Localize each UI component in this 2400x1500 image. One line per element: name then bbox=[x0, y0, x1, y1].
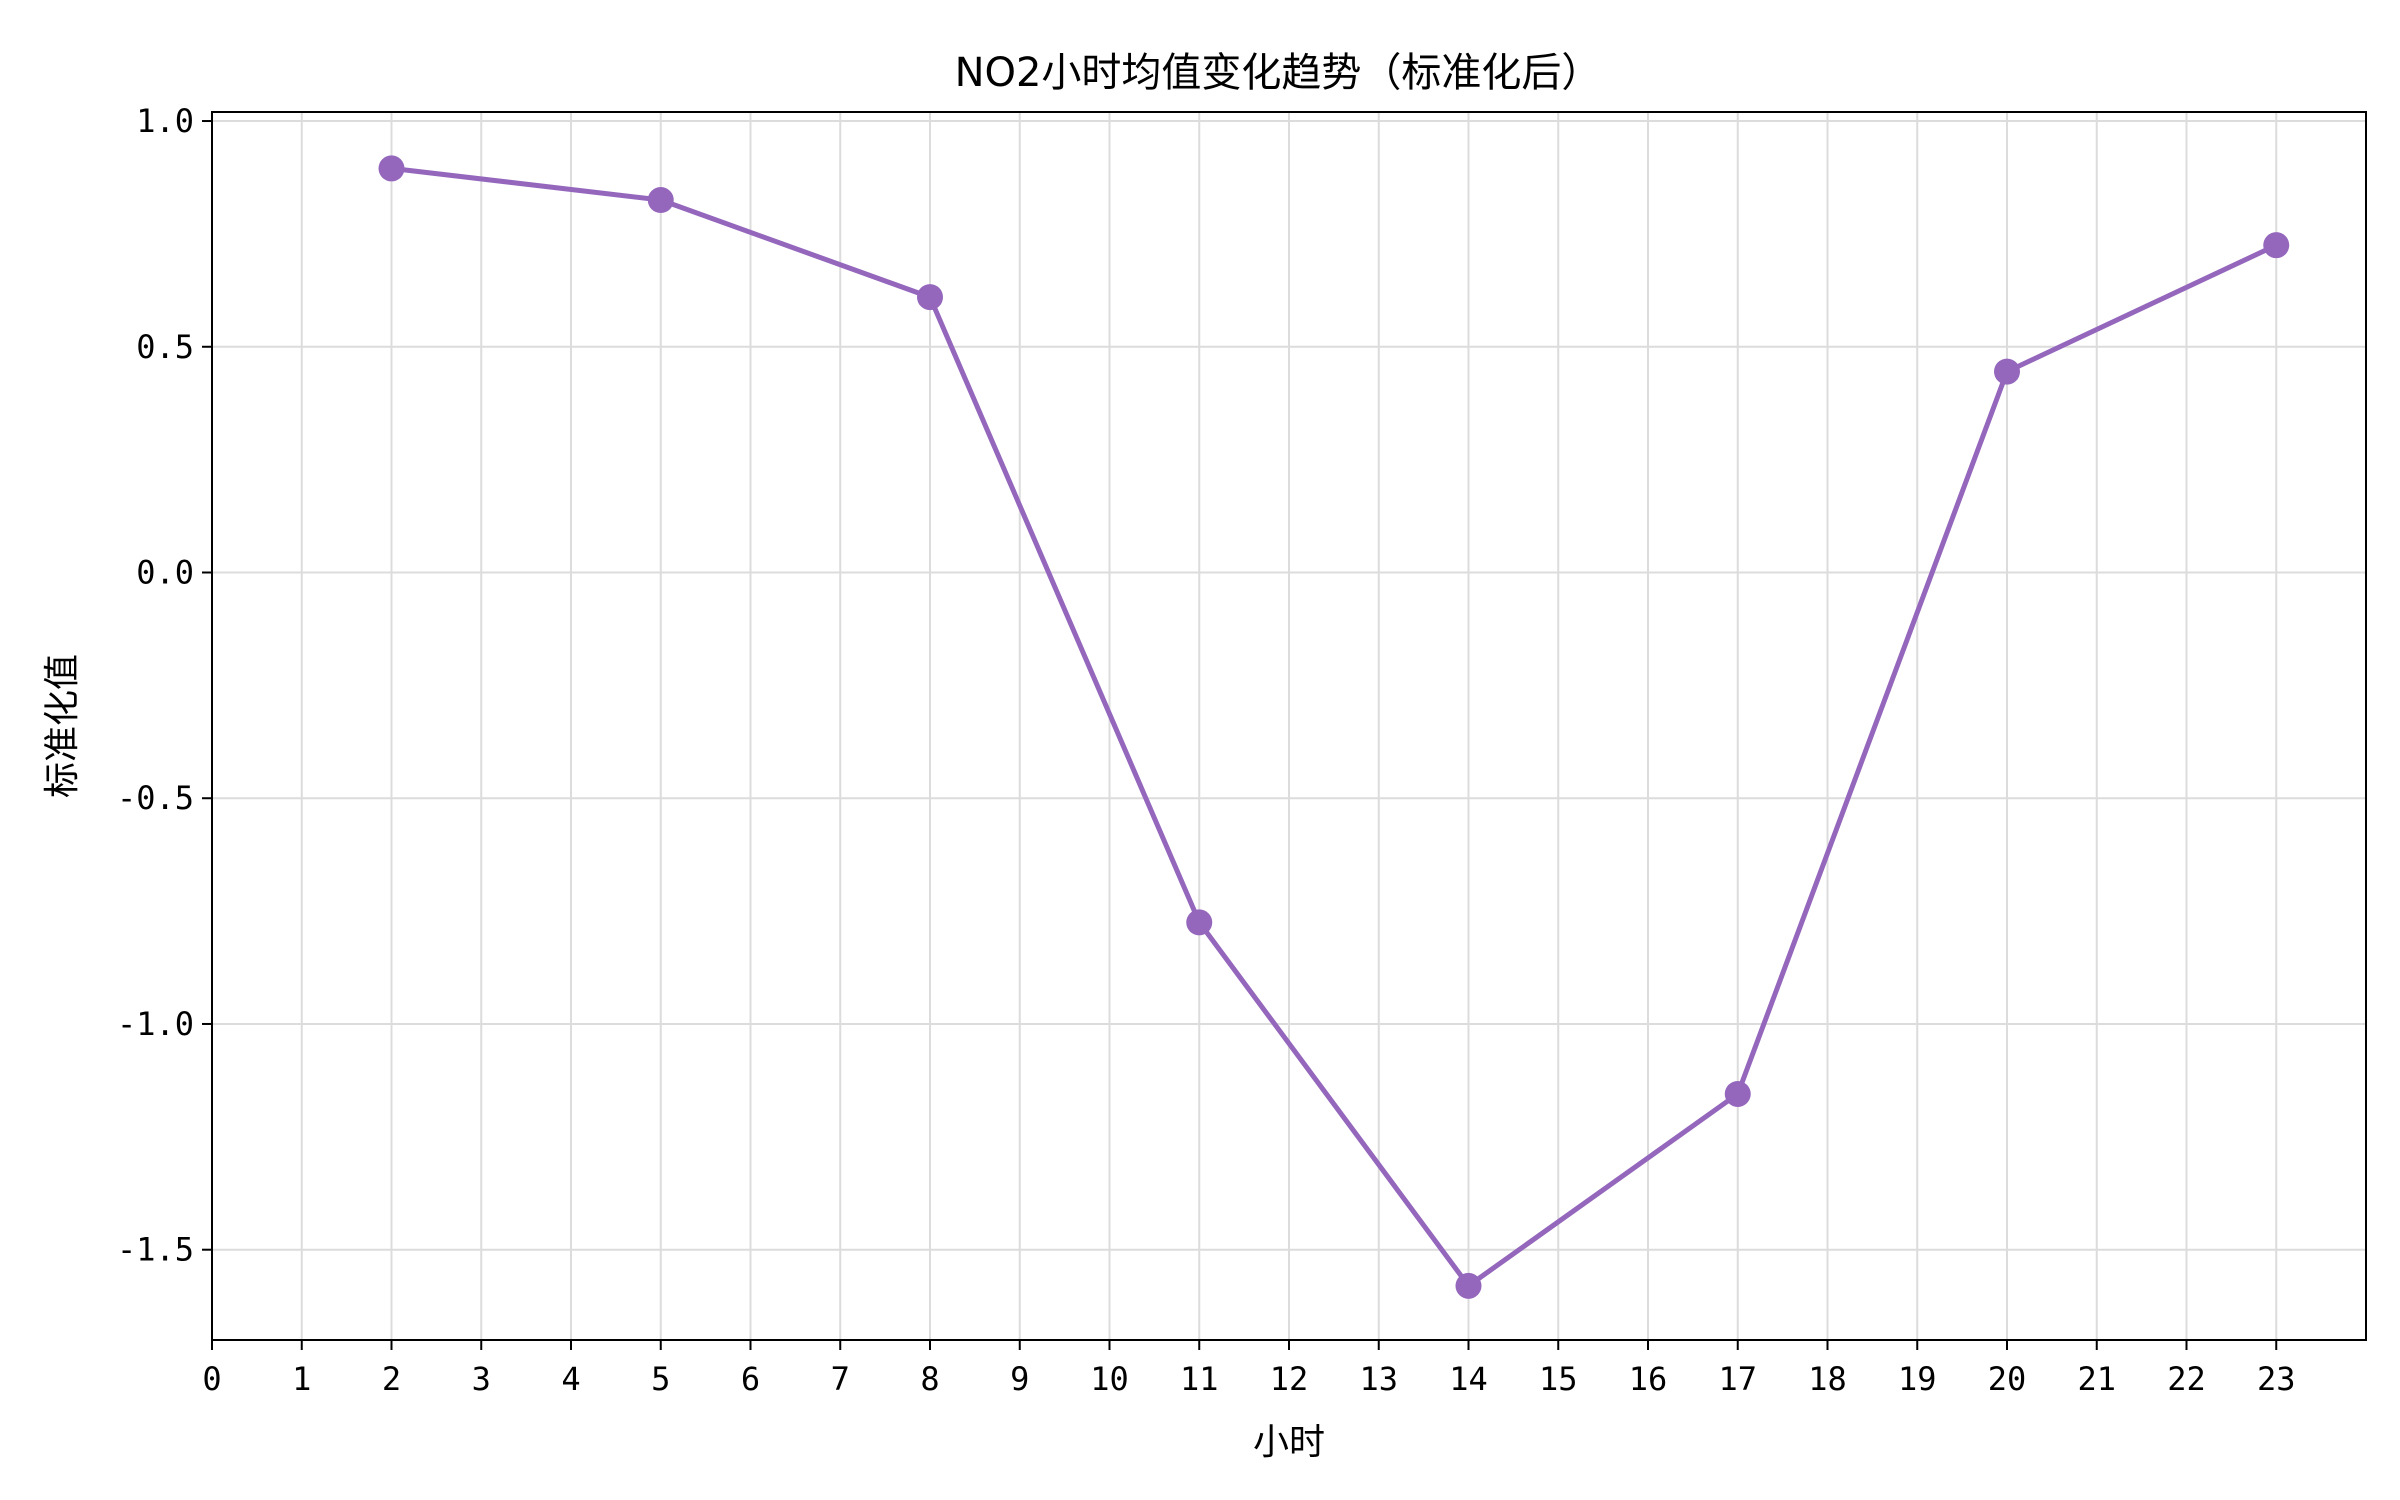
data-point bbox=[1724, 1080, 1751, 1107]
x-tick-label: 21 bbox=[2077, 1360, 2116, 1398]
series-line bbox=[389, 165, 2279, 1289]
y-tick-label: -1.5 bbox=[117, 1231, 194, 1269]
data-point bbox=[917, 284, 943, 311]
data-point bbox=[647, 187, 674, 214]
x-tick-label: 18 bbox=[1808, 1360, 1847, 1398]
x-tick-label: 13 bbox=[1359, 1360, 1398, 1398]
data-point bbox=[2263, 232, 2290, 259]
x-tick-label: 1 bbox=[292, 1360, 311, 1398]
x-tick-label: 11 bbox=[1180, 1360, 1219, 1398]
x-tick-label: 0 bbox=[202, 1360, 221, 1398]
x-axis: 0 1 2 3 4 5 6 7 8 9 10 11 12 13 14 15 16 17 18 19 20 21 22 23 bbox=[202, 1340, 2296, 1398]
data-point bbox=[1455, 1272, 1482, 1299]
x-tick-label: 23 bbox=[2257, 1360, 2296, 1398]
x-tick-label: 5 bbox=[651, 1360, 670, 1398]
x-tick-label: 9 bbox=[1010, 1360, 1029, 1398]
y-tick-label: 0.0 bbox=[136, 554, 194, 592]
y-tick-label: 0.5 bbox=[136, 328, 194, 366]
data-point bbox=[1994, 358, 2020, 385]
x-tick-label: 7 bbox=[831, 1360, 850, 1398]
x-tick-label: 4 bbox=[561, 1360, 580, 1398]
x-axis-label: 小时 bbox=[1253, 1422, 1325, 1463]
x-tick-label: 19 bbox=[1898, 1360, 1937, 1398]
x-tick-label: 14 bbox=[1449, 1360, 1488, 1398]
y-tick-label: -1.0 bbox=[117, 1005, 194, 1043]
x-tick-label: 17 bbox=[1718, 1360, 1757, 1398]
grid-lines bbox=[211, 112, 2366, 1340]
y-axis: 1.0 0.5 0.0 -0.5 -1.0 -1.5 bbox=[117, 102, 212, 1269]
x-tick-label: 3 bbox=[472, 1360, 491, 1398]
x-tick-label: 2 bbox=[382, 1360, 401, 1398]
x-tick-label: 8 bbox=[920, 1360, 939, 1398]
y-tick-label: -0.5 bbox=[117, 779, 194, 817]
x-tick-label: 10 bbox=[1090, 1360, 1129, 1398]
y-tick-label: 1.0 bbox=[136, 102, 194, 140]
x-tick-label: 20 bbox=[1988, 1360, 2027, 1398]
x-tick-label: 12 bbox=[1270, 1360, 1309, 1398]
y-axis-label: 标准化值 bbox=[42, 654, 83, 798]
data-point bbox=[378, 155, 405, 182]
series-layer bbox=[378, 155, 2290, 1299]
x-tick-label: 15 bbox=[1539, 1360, 1578, 1398]
data-point bbox=[1186, 909, 1213, 936]
x-tick-label: 22 bbox=[2167, 1360, 2206, 1398]
x-tick-label: 16 bbox=[1629, 1360, 1668, 1398]
x-tick-label: 6 bbox=[741, 1360, 760, 1398]
chart-title: NO2小时均值变化趋势（标准化后） bbox=[955, 50, 1602, 96]
